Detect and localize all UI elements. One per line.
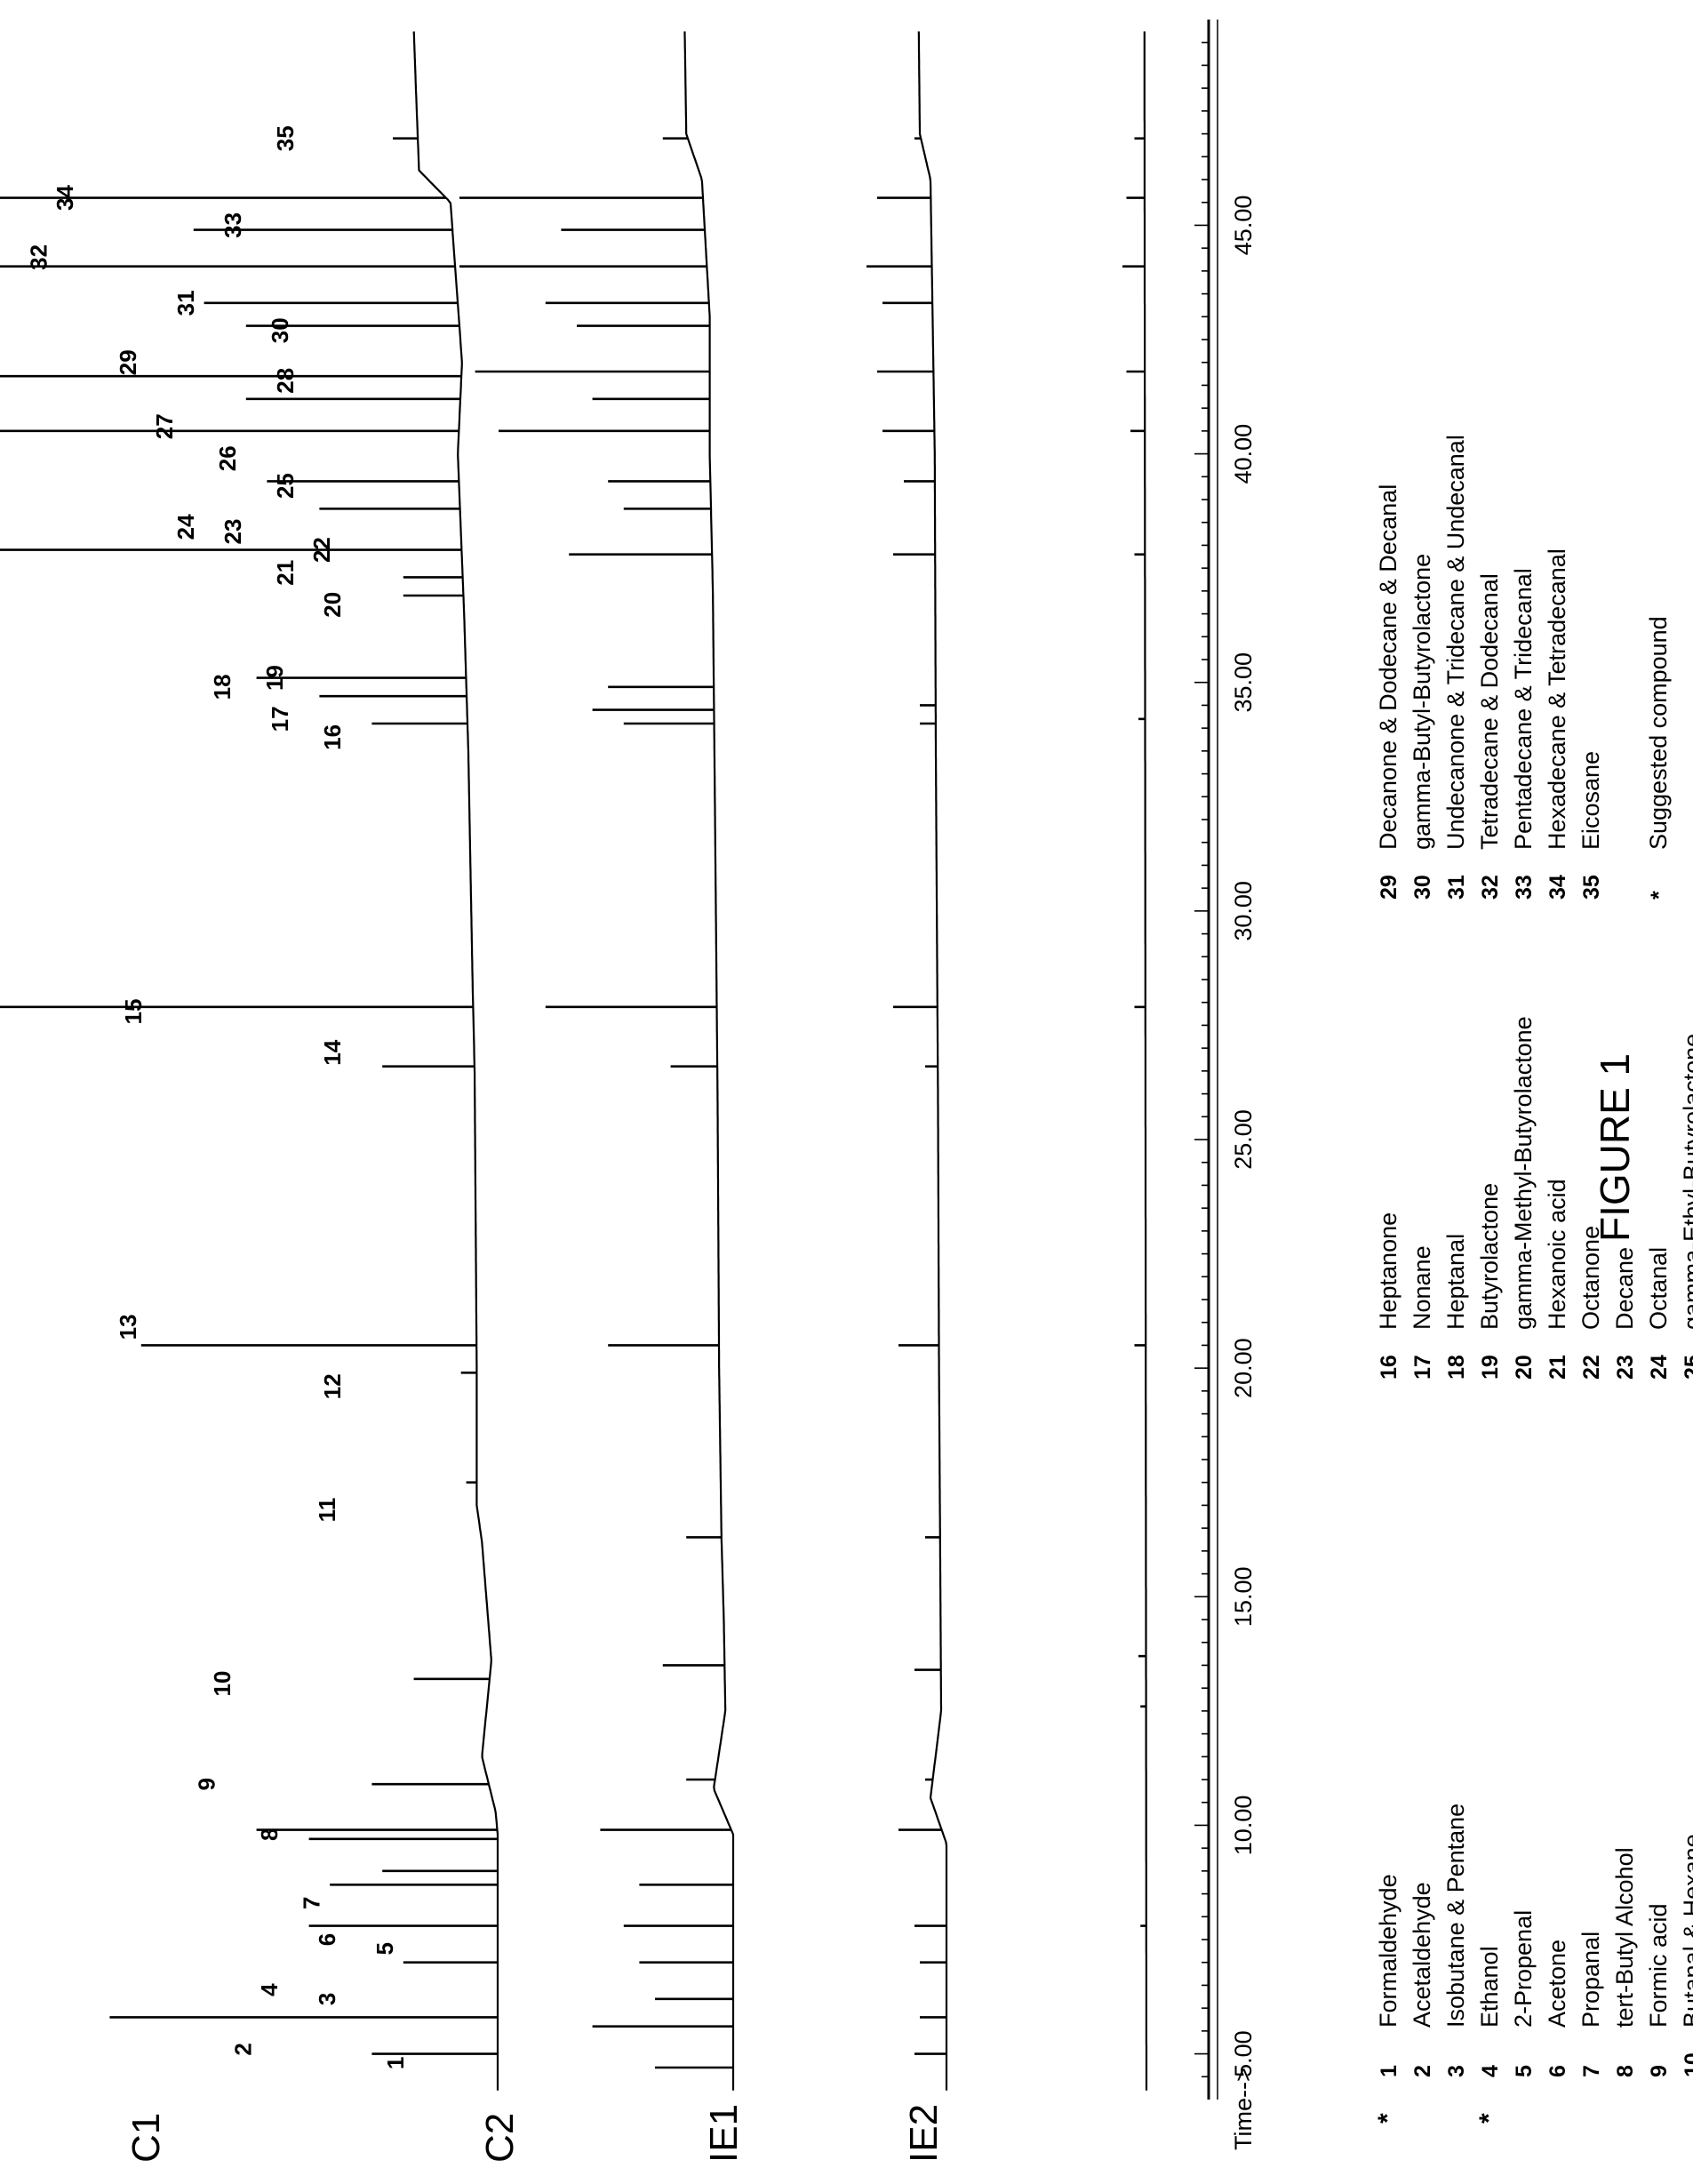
peak-label: 16 [319, 724, 346, 750]
peak-label: 24 [172, 514, 199, 540]
peak-label: 29 [115, 349, 141, 375]
peak-label: 5 [371, 1942, 398, 1955]
peak-label: 22 [308, 537, 335, 563]
figure-caption: FIGURE 1 [1592, 1052, 1638, 1242]
peak-label: 10 [209, 1671, 236, 1697]
x-tick-label: 40.00 [1230, 424, 1257, 484]
peak-label: 35 [272, 125, 299, 151]
trace-ie2 [1122, 31, 1148, 2091]
x-tick-label: 15.00 [1230, 1566, 1257, 1627]
peak-label: 15 [120, 999, 147, 1025]
trace-baseline [683, 31, 735, 2091]
x-tick-label: 30.00 [1230, 881, 1257, 941]
peak-label: 14 [319, 1039, 346, 1065]
time-axis: 5.00 10.00 15.00 20.00 25.00 30.00 35.00 40.00 4… [1194, 20, 1257, 2150]
peak-label: 7 [298, 1897, 324, 1909]
peak-label: 27 [151, 413, 178, 439]
peak-label: 13 [115, 1314, 141, 1340]
peak-label: 9 [193, 1778, 220, 1790]
peak-label: 6 [314, 1933, 340, 1946]
x-tick-label: 25.00 [1230, 1109, 1257, 1170]
trace-baseline [917, 31, 948, 2091]
peak-label: 4 [256, 1983, 283, 1996]
x-tick-label: 35.00 [1230, 652, 1257, 713]
peak-label: 18 [209, 674, 236, 700]
peak-label: 30 [267, 317, 293, 343]
trace-baseline [412, 31, 499, 2091]
peak-label: 20 [319, 592, 346, 618]
trace-c1 [0, 31, 499, 2091]
peak-label: 26 [214, 445, 241, 471]
peak-label: 1 [382, 2057, 409, 2069]
x-tick-label: 10.00 [1230, 1796, 1257, 1856]
peak-label: 17 [267, 706, 293, 732]
peak-label: 31 [172, 290, 199, 316]
peak-label: 25 [272, 473, 299, 499]
x-tick-label: 20.00 [1230, 1338, 1257, 1398]
peak-label: 33 [220, 212, 246, 238]
peak-label: 19 [261, 665, 288, 691]
x-tick-label: 5.00 [1230, 2030, 1257, 2077]
x-tick-label: 45.00 [1230, 196, 1257, 256]
peak-label: 28 [272, 368, 299, 394]
peak-label: 32 [26, 244, 52, 270]
peak-label: 2 [230, 2043, 257, 2055]
x-axis-label: Time--> [1230, 2068, 1257, 2150]
trace-ie1 [866, 31, 948, 2091]
trace-baseline [1143, 31, 1148, 2091]
peak-label: 34 [52, 185, 78, 211]
peak-label: 8 [256, 1828, 283, 1840]
peak-label: 11 [314, 1498, 340, 1523]
trace-c2 [459, 31, 735, 2091]
peak-label: 3 [314, 1993, 340, 2005]
peak-label: 23 [220, 519, 246, 545]
peak-label: 21 [272, 560, 299, 586]
peak-label: 12 [319, 1373, 346, 1399]
